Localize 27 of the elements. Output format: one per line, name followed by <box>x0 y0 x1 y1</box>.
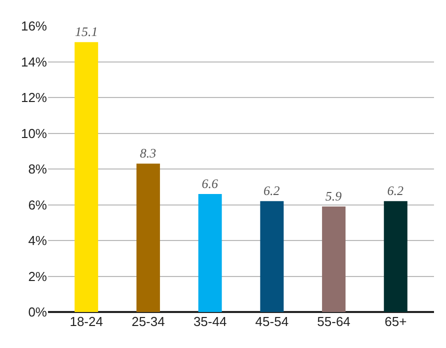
y-tick-label: 10% <box>20 126 48 141</box>
y-tick-label: 0% <box>28 304 48 320</box>
y-tick-label: 16% <box>20 18 48 34</box>
y-tick-label: 14% <box>20 54 48 70</box>
bar <box>322 206 346 312</box>
x-tick-label: 35-44 <box>193 314 227 329</box>
bar <box>136 164 160 312</box>
y-tick-label: 8% <box>28 162 48 177</box>
bar <box>260 201 284 312</box>
y-tick-label: 4% <box>28 233 48 248</box>
y-tick-label: 6% <box>28 197 48 212</box>
data-label: 6.2 <box>387 183 404 198</box>
data-label: 8.3 <box>140 146 157 161</box>
x-tick-label: 55-64 <box>317 314 350 329</box>
x-tick-label: 45-54 <box>255 314 289 329</box>
data-label: 5.9 <box>325 188 342 204</box>
bar <box>198 194 222 312</box>
data-label: 15.1 <box>74 24 98 40</box>
data-label: 6.2 <box>264 183 280 198</box>
x-tick-label: 65+ <box>384 314 407 329</box>
data-label: 6.6 <box>202 176 218 192</box>
y-tick-label: 2% <box>28 268 48 284</box>
bar <box>384 201 408 312</box>
x-tick-label: 18-24 <box>70 314 103 329</box>
bar <box>74 42 98 312</box>
y-tick-label: 12% <box>20 90 48 106</box>
x-tick-label: 25-34 <box>132 314 165 329</box>
